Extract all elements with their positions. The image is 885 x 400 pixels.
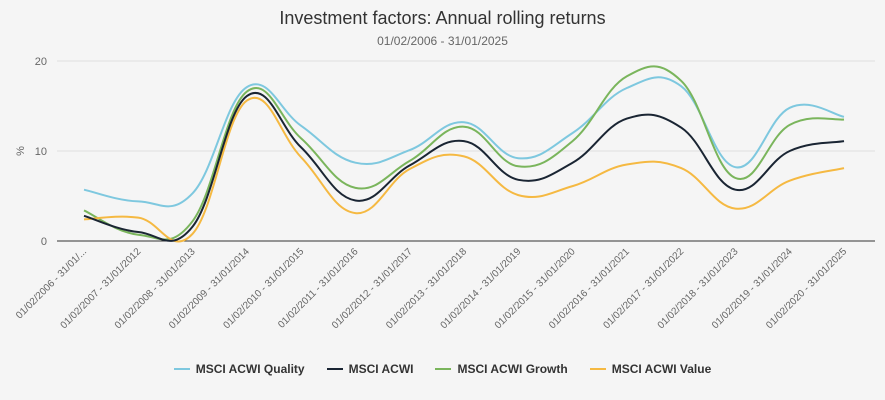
y-tick-label: 20 (35, 56, 47, 68)
legend-swatch (589, 368, 606, 370)
y-tick-label: 10 (35, 146, 47, 158)
legend-label: MSCI ACWI Value (611, 362, 712, 376)
legend-label: MSCI ACWI Growth (457, 362, 568, 376)
series-line-msci-acwi-growth (83, 65, 845, 241)
series-line-msci-acwi (83, 92, 845, 242)
legend-item[interactable]: MSCI ACWI Quality (173, 362, 305, 376)
legend-item[interactable]: MSCI ACWI (326, 362, 414, 376)
chart-subtitle: 01/02/2006 - 31/01/2025 (377, 34, 508, 48)
legend-item[interactable]: MSCI ACWI Value (589, 362, 712, 376)
legend-swatch (173, 368, 190, 370)
legend-label: MSCI ACWI Quality (195, 362, 305, 376)
y-axis-label: % (15, 146, 27, 156)
legend: MSCI ACWI Quality MSCI ACWI MSCI ACWI Grow… (0, 362, 885, 376)
legend-swatch (326, 368, 343, 370)
series-line-msci-acwi-quality (83, 76, 845, 208)
legend-swatch (435, 368, 452, 370)
series-line-msci-acwi-value (83, 96, 845, 243)
legend-label: MSCI ACWI (348, 362, 414, 376)
y-tick-label: 0 (41, 236, 47, 248)
chart-title: Investment factors: Annual rolling retur… (279, 8, 606, 28)
legend-item[interactable]: MSCI ACWI Growth (435, 362, 568, 376)
